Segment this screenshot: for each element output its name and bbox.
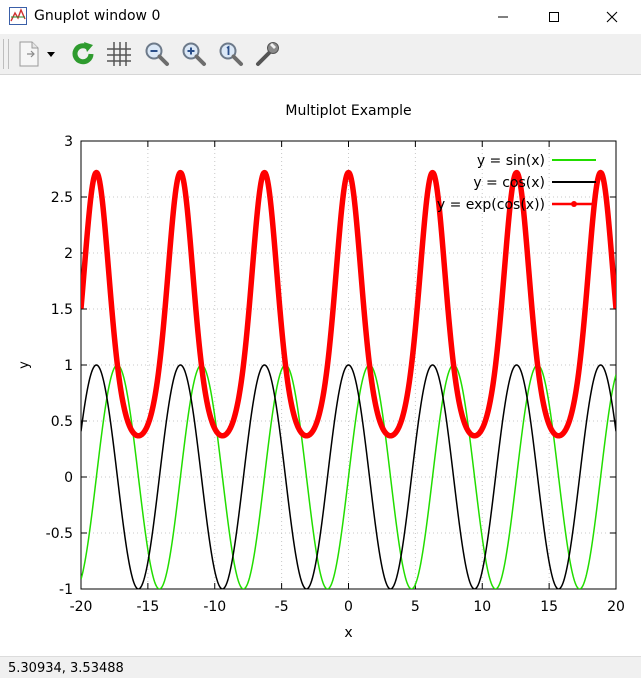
y-tick-label: -1 <box>59 582 73 598</box>
series-line-2 <box>81 364 616 589</box>
close-icon <box>606 11 618 23</box>
x-axis-label: x <box>344 625 352 641</box>
grid-toggle-button[interactable] <box>102 37 136 71</box>
export-button[interactable] <box>12 37 46 71</box>
maximize-icon <box>549 12 559 22</box>
y-tick-label: 0 <box>64 470 73 486</box>
x-tick-label: 10 <box>473 599 491 615</box>
x-tick-label: -10 <box>203 599 226 615</box>
toolbar-grip[interactable] <box>3 39 9 69</box>
plot-area[interactable]: -20 -15 -10 -5 0 5 10 15 20 -1 -0.5 0 0.5 1 1.5 2 2.5 3 Mu… <box>0 75 641 656</box>
legend-label-3: y = exp(cos(x)) <box>437 197 545 213</box>
legend-marker-3 <box>571 201 577 207</box>
export-dropdown-button[interactable] <box>44 37 58 71</box>
y-tick-label: 2 <box>64 246 73 262</box>
replot-icon <box>72 42 94 65</box>
replot-button[interactable] <box>66 37 100 71</box>
zoom-out-icon <box>145 42 169 66</box>
zoom-reset-button[interactable] <box>214 37 248 71</box>
x-tick-label: 0 <box>344 599 353 615</box>
title-bar: Gnuplot window 0 <box>0 0 641 34</box>
window-title: Gnuplot window 0 <box>34 8 161 24</box>
legend-label-2: y = cos(x) <box>473 175 545 191</box>
dropdown-arrow-icon <box>47 52 55 57</box>
minimize-button[interactable] <box>480 0 526 34</box>
x-tick-label: 15 <box>540 599 558 615</box>
legend-label-1: y = sin(x) <box>477 153 545 169</box>
zoom-reset-icon <box>219 42 243 66</box>
mouse-coordinates: 5.30934, 3.53488 <box>8 661 124 676</box>
y-tick-label: 3 <box>64 134 73 150</box>
options-wrench-icon <box>256 42 279 66</box>
gnuplot-app-icon <box>9 7 27 25</box>
status-bar: 5.30934, 3.53488 <box>0 656 641 678</box>
y-tick-label: -0.5 <box>46 526 73 542</box>
zoom-in-icon <box>182 42 206 66</box>
maximize-button[interactable] <box>531 0 577 34</box>
toolbar <box>0 34 641 75</box>
y-tick-label: 1.5 <box>51 302 73 318</box>
options-button[interactable] <box>250 37 284 71</box>
minimize-icon <box>498 16 508 18</box>
y-tick-label: 2.5 <box>51 190 73 206</box>
y-axis-label: y <box>17 361 32 369</box>
multiplot-chart[interactable]: -20 -15 -10 -5 0 5 10 15 20 -1 -0.5 0 0.5 1 1.5 2 2.5 3 Mu… <box>0 75 641 656</box>
series-line-3 <box>81 169 616 439</box>
x-tick-label: -15 <box>136 599 159 615</box>
zoom-in-button[interactable] <box>177 37 211 71</box>
zoom-out-button[interactable] <box>140 37 174 71</box>
chart-title: Multiplot Example <box>285 103 411 119</box>
y-tick-label: 1 <box>64 358 73 374</box>
x-tick-label: -5 <box>275 599 289 615</box>
close-button[interactable] <box>589 0 635 34</box>
x-tick-label: -20 <box>70 599 93 615</box>
grid-icon <box>107 42 131 66</box>
export-icon <box>19 41 39 67</box>
x-tick-label: 5 <box>411 599 420 615</box>
x-tick-label: 20 <box>607 599 625 615</box>
y-tick-label: 0.5 <box>51 414 73 430</box>
